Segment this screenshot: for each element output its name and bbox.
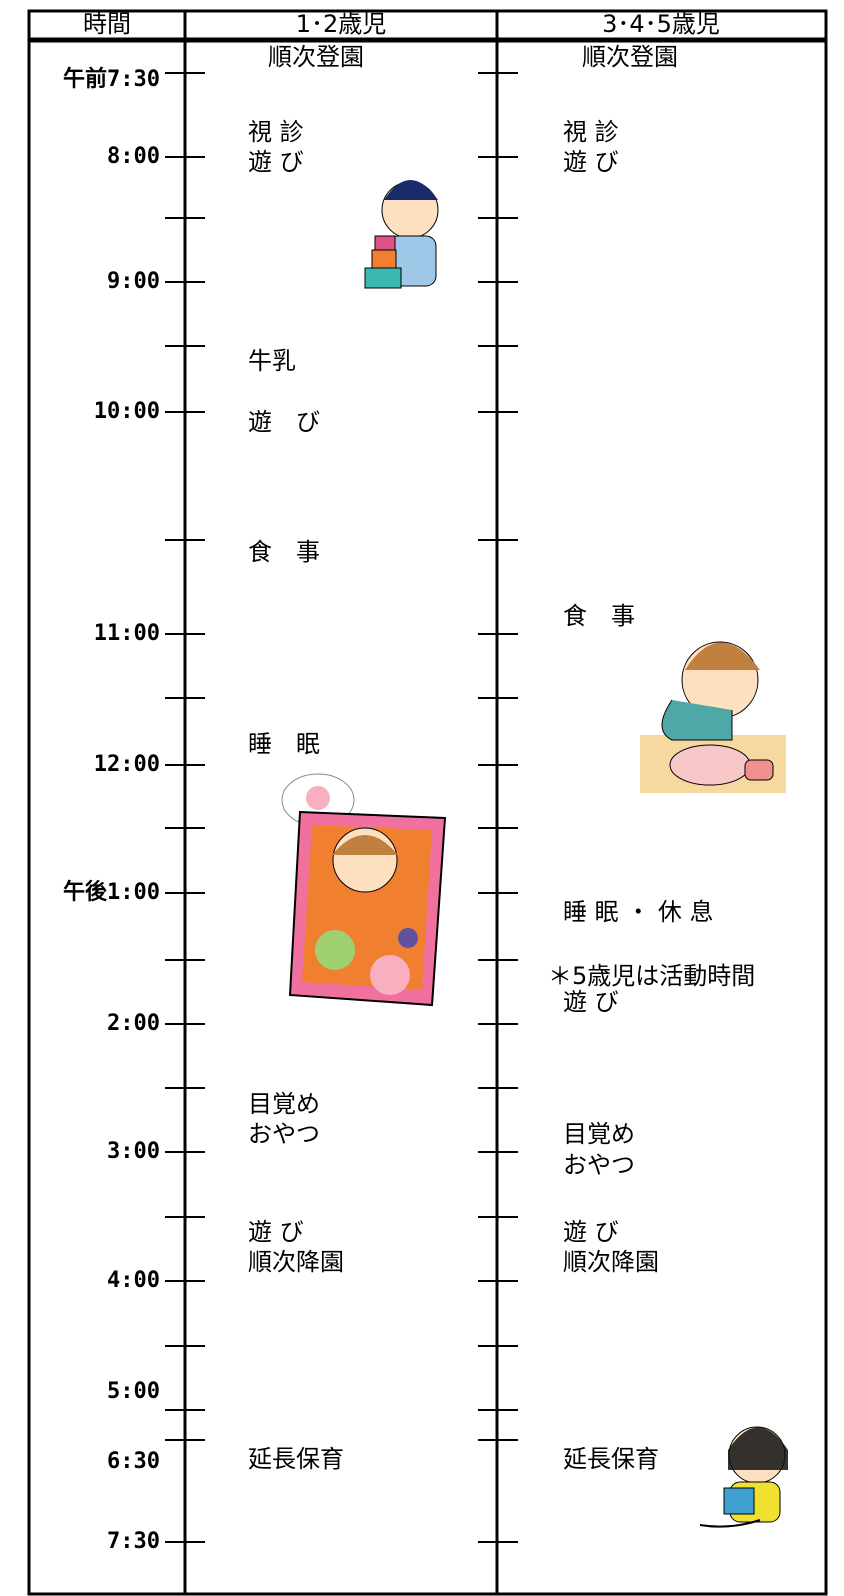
header-col1: 1･2歳児 — [296, 10, 387, 38]
time-prefix: 午後 — [63, 879, 108, 904]
time: 10:00 — [94, 399, 160, 424]
time: 4:00 — [107, 1268, 160, 1293]
activity: おやつ — [248, 1120, 320, 1148]
activity: 目覚め — [248, 1090, 320, 1118]
activity: 順次登園 — [268, 43, 364, 71]
activity: 順次降園 — [563, 1248, 659, 1276]
time: 12:00 — [94, 752, 160, 777]
activity: 食 事 — [563, 602, 635, 630]
time-label: 12:00 — [94, 752, 160, 777]
activity: 延長保育 — [563, 1445, 659, 1473]
activity: 延長保育 — [248, 1445, 344, 1473]
illustration-eating — [640, 641, 786, 793]
activity: 食 事 — [248, 538, 320, 566]
time: 2:00 — [107, 1011, 160, 1036]
activity: 睡 眠 — [248, 730, 320, 758]
illustration-sleeping — [281, 773, 447, 1007]
header-time: 時間 — [83, 10, 131, 38]
activity: 遊 び — [563, 1218, 619, 1246]
activity: 牛乳 — [248, 347, 296, 375]
illustration-blocks — [364, 180, 439, 289]
frame — [27, 9, 828, 1596]
activity: 目覚め — [563, 1120, 635, 1148]
time: 1:00 — [107, 880, 160, 905]
activity: 視 診 — [563, 118, 619, 146]
time: 5:00 — [107, 1379, 160, 1404]
activity: 視 診 — [248, 118, 304, 146]
time-label: 6:30 — [107, 1449, 160, 1474]
time-label: 3:00 — [107, 1139, 160, 1164]
time-label: 10:00 — [94, 399, 160, 424]
activity: 順次降園 — [248, 1248, 344, 1276]
activity: 遊 び — [563, 148, 619, 176]
time-label: 5:00 — [107, 1379, 160, 1404]
time-label: 2:00 — [107, 1011, 160, 1036]
time-label: 7:30 — [107, 1529, 160, 1554]
time-label: 午後1:00 — [63, 879, 160, 905]
activity: 遊 び — [248, 408, 320, 436]
time: 3:00 — [107, 1139, 160, 1164]
illustration-reading — [699, 1426, 788, 1528]
header-col2: 3･4･5歳児 — [602, 10, 720, 38]
activity: 遊 び — [248, 1218, 304, 1246]
time: 9:00 — [107, 269, 160, 294]
time-label: 11:00 — [94, 621, 160, 646]
activity: 遊 び — [248, 148, 304, 176]
activity: 遊 び — [563, 988, 619, 1016]
time-prefix: 午前 — [63, 66, 107, 91]
content: 午前7:308:009:0010:0011:0012:00午後1:002:003… — [63, 43, 755, 1554]
time-label: 4:00 — [107, 1268, 160, 1293]
activity: ＊5歳児は活動時間 — [548, 962, 755, 990]
time: 7:30 — [107, 67, 160, 92]
time-label: 8:00 — [107, 144, 160, 169]
time: 8:00 — [107, 144, 160, 169]
activity: おやつ — [563, 1151, 635, 1179]
time: 11:00 — [94, 621, 160, 646]
time-label: 9:00 — [107, 269, 160, 294]
time-label: 午前7:30 — [63, 66, 160, 92]
activity: 睡 眠 ・ 休 息 — [563, 898, 714, 926]
activity: 順次登園 — [582, 43, 678, 71]
time: 7:30 — [107, 1529, 160, 1554]
time: 6:30 — [107, 1449, 160, 1474]
